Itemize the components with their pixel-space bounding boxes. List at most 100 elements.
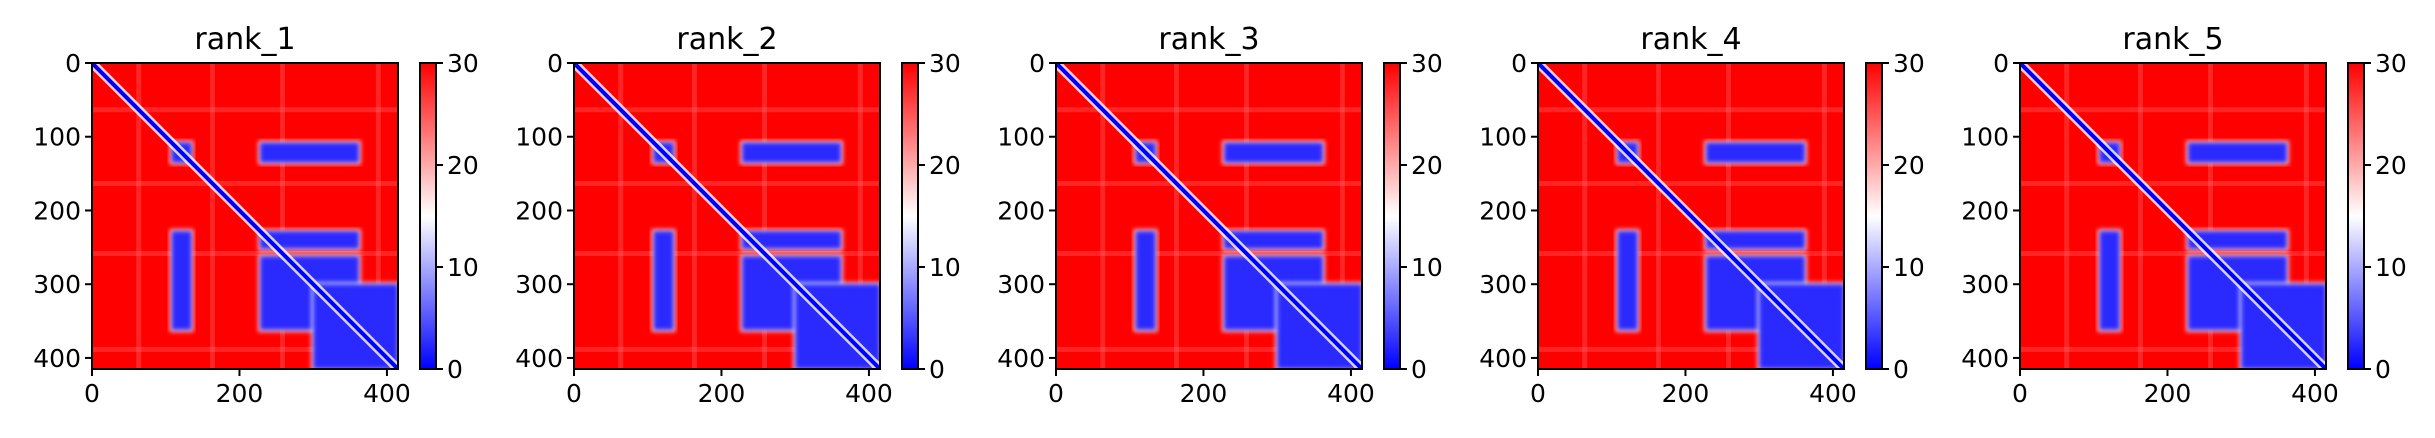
texture-band <box>209 63 215 369</box>
panel-title: rank_1 <box>194 22 295 57</box>
contact-block-3 <box>1135 231 1156 330</box>
y-tick-label: 300 <box>33 270 81 299</box>
y-tick-label: 0 <box>1029 49 1045 78</box>
texture-band <box>1726 63 1732 369</box>
y-tick-label: 200 <box>1479 196 1527 225</box>
colorbar <box>1866 63 1882 369</box>
texture-band <box>1244 63 1250 369</box>
colorbar-tick-label: 20 <box>929 151 961 180</box>
texture-band <box>1538 251 1844 257</box>
colorbar <box>2348 63 2364 369</box>
colorbar-tick-label: 30 <box>2375 49 2407 78</box>
texture-band <box>691 63 697 369</box>
texture-band <box>92 180 398 186</box>
y-tick-label: 0 <box>547 49 563 78</box>
panel-title: rank_2 <box>676 22 777 57</box>
texture-band <box>1056 107 1362 113</box>
texture-band <box>92 251 398 257</box>
texture-band <box>2208 63 2214 369</box>
texture-band <box>762 63 768 369</box>
texture-band <box>857 63 863 369</box>
x-tick-label: 200 <box>216 379 264 408</box>
colorbar-tick-label: 0 <box>2375 355 2391 384</box>
diagonal-line <box>1538 63 1844 369</box>
y-tick-label: 300 <box>1961 270 2009 299</box>
y-tick-label: 300 <box>997 270 1045 299</box>
texture-band <box>618 63 624 369</box>
texture-band <box>92 107 398 113</box>
y-tick-label: 400 <box>515 344 563 373</box>
y-tick-label: 400 <box>33 344 81 373</box>
axes-frame <box>91 62 399 370</box>
contact-block-3 <box>171 231 192 330</box>
texture-band <box>2020 346 2326 352</box>
y-tick-label: 400 <box>1961 344 2009 373</box>
diagonal-line <box>1056 63 1362 369</box>
y-tick-label: 100 <box>515 123 563 152</box>
contact-block-2 <box>742 142 841 163</box>
x-tick-label: 0 <box>2012 379 2028 408</box>
colorbar-tick-label: 0 <box>1893 355 1909 384</box>
x-tick-label: 0 <box>1530 379 1546 408</box>
y-tick-label: 0 <box>65 49 81 78</box>
texture-band <box>375 63 381 369</box>
y-tick-label: 200 <box>33 196 81 225</box>
texture-band <box>574 251 880 257</box>
y-tick-label: 200 <box>997 196 1045 225</box>
colorbar-frame <box>419 62 437 370</box>
diagonal-line <box>574 63 880 369</box>
colorbar-tick-label: 0 <box>447 355 463 384</box>
texture-band <box>1582 63 1588 369</box>
contact-block-4 <box>742 231 841 249</box>
x-tick-label: 400 <box>363 379 411 408</box>
panel-title: rank_5 <box>2122 22 2223 57</box>
colorbar-tick-label: 10 <box>929 253 961 282</box>
texture-band <box>2020 107 2326 113</box>
texture-band <box>2020 180 2326 186</box>
y-tick-label: 300 <box>1479 270 1527 299</box>
contact-block-2 <box>1706 142 1805 163</box>
texture-band <box>574 107 880 113</box>
heatmap-image <box>1538 63 1844 369</box>
x-tick-label: 200 <box>1180 379 1228 408</box>
colorbar-tick-label: 30 <box>1411 49 1443 78</box>
x-tick-label: 0 <box>1048 379 1064 408</box>
axes-frame <box>1055 62 1363 370</box>
colorbar-tick-label: 30 <box>1893 49 1925 78</box>
axes-frame <box>2019 62 2327 370</box>
colorbar-tick-label: 10 <box>1893 253 1925 282</box>
colorbar-frame <box>1383 62 1401 370</box>
contact-block-3 <box>2099 231 2120 330</box>
diagonal-line <box>2020 63 2326 369</box>
colorbar <box>420 63 436 369</box>
texture-band <box>1056 346 1362 352</box>
axes-frame <box>1537 62 1845 370</box>
colorbar-tick-label: 0 <box>929 355 945 384</box>
colorbar-frame <box>1865 62 1883 370</box>
contact-block-2 <box>1224 142 1323 163</box>
texture-band <box>280 63 286 369</box>
x-tick-label: 200 <box>2144 379 2192 408</box>
y-tick-label: 300 <box>515 270 563 299</box>
contact-block-2 <box>2188 142 2287 163</box>
texture-band <box>92 346 398 352</box>
texture-band <box>1173 63 1179 369</box>
texture-band <box>574 180 880 186</box>
y-tick-label: 100 <box>1961 123 2009 152</box>
texture-band <box>136 63 142 369</box>
texture-band <box>2020 251 2326 257</box>
diagonal-line <box>92 63 398 369</box>
contact-block-4 <box>2188 231 2287 249</box>
colorbar-frame <box>901 62 919 370</box>
colorbar-tick-label: 30 <box>929 49 961 78</box>
x-tick-label: 0 <box>566 379 582 408</box>
texture-band <box>1339 63 1345 369</box>
colorbar <box>902 63 918 369</box>
x-tick-label: 400 <box>2291 379 2339 408</box>
colorbar-tick-label: 20 <box>1411 151 1443 180</box>
axes-frame <box>573 62 881 370</box>
